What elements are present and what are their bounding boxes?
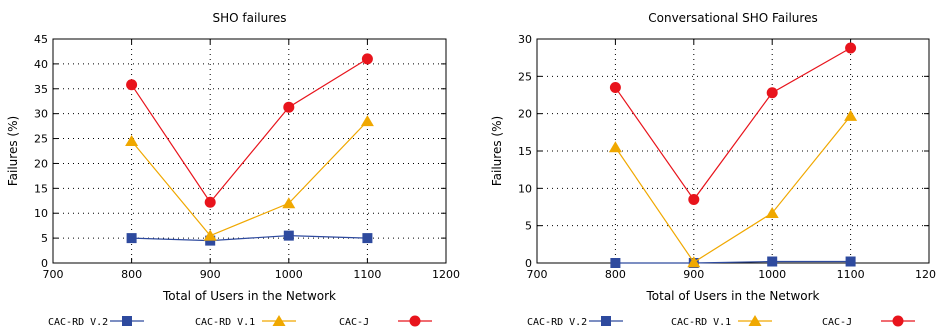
- legend-marker: [748, 315, 762, 326]
- y-tick-label: 40: [34, 58, 48, 71]
- x-tick-label: 800: [605, 268, 626, 281]
- data-point: [609, 82, 621, 94]
- y-axis-label: Failures (%): [490, 116, 504, 186]
- y-tick-label: 20: [518, 108, 532, 121]
- data-point: [845, 256, 856, 267]
- data-point: [125, 135, 139, 147]
- x-tick-label: 1000: [758, 268, 786, 281]
- data-point: [766, 87, 778, 99]
- legend-marker: [892, 315, 904, 327]
- series-cac-j: [126, 53, 373, 208]
- x-axis-label: Total of Users in the Network: [645, 289, 819, 303]
- x-tick-label: 800: [121, 268, 142, 281]
- x-tick-label: 1000: [275, 268, 303, 281]
- legend-label: CAC-RD V.2: [48, 317, 108, 328]
- series-cac-rd-v-2: [610, 256, 856, 268]
- data-point: [767, 256, 778, 267]
- data-point: [362, 233, 373, 244]
- y-tick-label: 35: [34, 83, 48, 96]
- data-point: [765, 206, 779, 218]
- series-line: [131, 235, 368, 242]
- legend-marker: [272, 315, 286, 326]
- data-point: [126, 79, 138, 91]
- y-tick-label: 45: [34, 33, 48, 46]
- y-tick-label: 15: [34, 182, 48, 195]
- x-tick-label: 900: [683, 268, 704, 281]
- chart-1: SHO failures 700 800 900 1000 1100 1200 0 5 10 15 2…: [6, 11, 460, 328]
- legend-label: CAC-J: [339, 317, 369, 328]
- y-tick-label: 25: [518, 70, 532, 83]
- legend-label: CAC-J: [822, 317, 852, 328]
- legend-marker: [122, 316, 132, 326]
- y-tick-label: 5: [41, 232, 48, 245]
- data-point: [203, 229, 217, 241]
- x-tick-label: 1200: [915, 268, 936, 281]
- data-point: [688, 194, 700, 206]
- data-point: [361, 53, 373, 65]
- y-tick-label: 20: [34, 157, 48, 170]
- x-tick-label: 1100: [353, 268, 381, 281]
- series-cac-rd-v-1: [125, 115, 374, 241]
- x-tick-label: 1100: [837, 268, 865, 281]
- chart-title: Conversational SHO Failures: [648, 11, 817, 25]
- y-tick-label: 30: [34, 108, 48, 121]
- chart-title: SHO failures: [212, 11, 286, 25]
- plot-frame: [52, 38, 447, 264]
- y-tick-label: 30: [518, 33, 532, 46]
- series-line: [131, 120, 368, 237]
- series-line: [615, 260, 851, 264]
- y-tick-label: 0: [41, 257, 48, 270]
- series-cac-rd-v-1: [608, 109, 858, 268]
- y-tick-label: 0: [525, 257, 532, 270]
- legend-marker: [409, 315, 421, 327]
- data-point: [610, 258, 621, 268]
- legend-marker: [601, 316, 611, 326]
- data-point: [283, 101, 295, 113]
- x-axis-label: Total of Users in the Network: [162, 289, 336, 303]
- legend-label: CAC-RD V.1: [671, 317, 731, 328]
- y-axis-label: Failures (%): [6, 116, 20, 186]
- data-point: [687, 256, 701, 268]
- data-point: [282, 197, 296, 209]
- data-point: [283, 230, 294, 241]
- x-tick-label: 700: [43, 268, 64, 281]
- data-point: [844, 109, 858, 121]
- data-point: [360, 115, 374, 127]
- legend-label: CAC-RD V.1: [195, 317, 255, 328]
- y-tick-label: 10: [34, 207, 48, 220]
- data-point: [845, 42, 857, 54]
- y-tick-label: 25: [34, 133, 48, 146]
- chart-2: Conversational SHO Failures 700 800 900 1000…: [490, 11, 936, 328]
- data-point: [608, 141, 622, 153]
- data-point: [126, 233, 137, 244]
- y-tick-label: 15: [518, 145, 532, 158]
- y-tick-label: 10: [518, 182, 532, 195]
- x-tick-label: 700: [527, 268, 548, 281]
- x-tick-label: 900: [200, 268, 221, 281]
- x-tick-label: 1200: [432, 268, 460, 281]
- legend-label: CAC-RD V.2: [527, 317, 587, 328]
- y-tick-label: 5: [525, 220, 532, 233]
- data-point: [204, 196, 216, 208]
- series-cac-j: [609, 42, 857, 206]
- series-line: [614, 115, 852, 264]
- series-line: [614, 47, 851, 201]
- series-line: [131, 58, 368, 204]
